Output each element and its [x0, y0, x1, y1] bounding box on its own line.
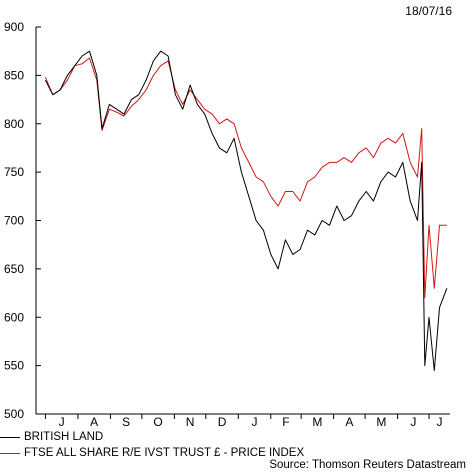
line-chart: 500 550 600 650 700 750 800 850 900 J A S O N D J F M A M J…: [4, 20, 450, 429]
legend: BRITISH LAND FTSE ALL SHARE R/E IVST TRU…: [0, 429, 304, 461]
x-tick-label: A: [345, 415, 353, 429]
x-tick-label: J: [437, 415, 443, 429]
series-line-ftse-re: [44, 57, 447, 299]
x-tick-label: J: [252, 415, 258, 429]
y-tick-label: 900: [4, 20, 24, 34]
legend-label: FTSE ALL SHARE R/E IVST TRUST £ - PRICE …: [24, 447, 305, 459]
y-tick-label: 800: [4, 117, 24, 131]
x-tick-label: M: [312, 415, 322, 429]
y-tick-label: 500: [4, 407, 24, 421]
x-tick-label: A: [90, 415, 98, 429]
y-tick-label: 550: [4, 359, 24, 373]
x-tick-label: F: [282, 415, 289, 429]
x-tick-label: O: [153, 415, 162, 429]
y-tick-label: 850: [4, 68, 24, 82]
date-label: 18/07/16: [405, 4, 452, 18]
legend-swatch-black: [0, 436, 20, 438]
legend-item-ftse-re: FTSE ALL SHARE R/E IVST TRUST £ - PRICE …: [0, 445, 304, 461]
source-note: Source: Thomson Reuters Datastream: [269, 459, 466, 471]
y-tick-label: 700: [4, 214, 24, 228]
legend-swatch-red: [0, 452, 20, 454]
x-tick-label: J: [410, 415, 416, 429]
y-tick-label: 650: [4, 262, 24, 276]
x-tick-label: J: [59, 415, 65, 429]
legend-item-british-land: BRITISH LAND: [0, 429, 304, 445]
x-tick-label: D: [218, 415, 227, 429]
y-axis: 500 550 600 650 700 750 800 850 900: [4, 20, 41, 421]
x-tick-label: N: [186, 415, 195, 429]
series-line-british-land: [44, 50, 448, 371]
legend-label: BRITISH LAND: [24, 431, 104, 443]
x-tick-label: M: [376, 415, 386, 429]
plot-area: [44, 50, 448, 371]
y-tick-label: 600: [4, 310, 24, 324]
y-tick-label: 750: [4, 165, 24, 179]
x-tick-label: S: [122, 415, 130, 429]
